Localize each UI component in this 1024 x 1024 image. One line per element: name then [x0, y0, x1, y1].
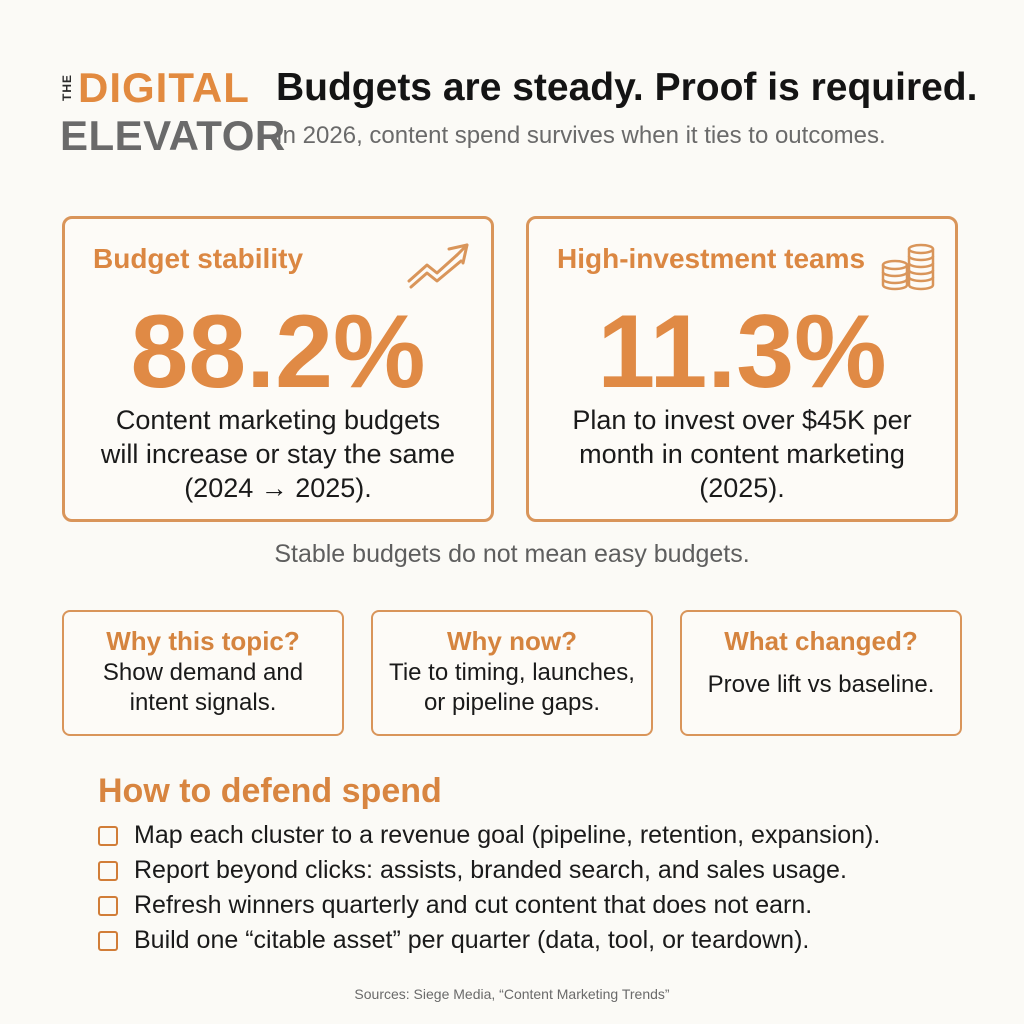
- question-title: Why this topic?: [106, 626, 300, 656]
- logo-elevator-text: ELEVATOR: [60, 112, 286, 159]
- stat-desc-line: Content marketing budgets: [115, 405, 441, 435]
- question-body: Show demand and intent signals.: [64, 658, 342, 718]
- question-title: Why now?: [447, 626, 577, 656]
- checklist-item-text: Refresh winners quarterly and cut conten…: [134, 891, 813, 919]
- checklist-item: Report beyond clicks: assists, branded s…: [98, 853, 978, 888]
- checkbox-icon[interactable]: [98, 825, 118, 846]
- stat-desc-line: (2024 → 2025).: [184, 473, 372, 503]
- stat-value: 11.3%: [597, 294, 887, 410]
- logo-digital-text: DIGITAL: [78, 64, 250, 111]
- checklist-item: Build one “citable asset” per quarter (d…: [98, 923, 978, 958]
- stat-card-high-investment: High-investment teams 11.3% Plan to inve…: [526, 216, 958, 522]
- checkbox-icon[interactable]: [98, 930, 118, 951]
- defend-checklist: Map each cluster to a revenue goal (pipe…: [98, 818, 978, 958]
- question-line: intent signals.: [129, 689, 277, 716]
- question-line: Prove lift vs baseline.: [707, 671, 935, 698]
- checklist-item-text: Report beyond clicks: assists, branded s…: [134, 856, 847, 884]
- question-body: Prove lift vs baseline.: [682, 670, 960, 700]
- question-body: Tie to timing, launches, or pipeline gap…: [373, 658, 651, 718]
- stat-desc-line: Plan to invest over $45K per: [572, 405, 912, 435]
- section-title-defend-spend: How to defend spend: [98, 772, 442, 810]
- question-line: or pipeline gaps.: [423, 689, 601, 716]
- logo-the-text: THE: [60, 74, 74, 102]
- page-subhead: In 2026, content spend survives when it …: [276, 122, 886, 149]
- stat-desc-line: will increase or stay the same: [100, 439, 456, 469]
- checkbox-icon[interactable]: [98, 860, 118, 881]
- stat-description: Plan to invest over $45K per month in co…: [549, 403, 935, 505]
- question-line: Tie to timing, launches,: [389, 659, 635, 686]
- checklist-item: Refresh winners quarterly and cut conten…: [98, 888, 978, 923]
- stat-value: 88.2%: [130, 294, 426, 410]
- question-line: Show demand and: [102, 659, 304, 686]
- coin-stack-icon: [881, 243, 935, 291]
- checklist-item-text: Build one “citable asset” per quarter (d…: [134, 926, 810, 954]
- trend-up-arrow-icon: [407, 243, 469, 289]
- question-title: What changed?: [724, 626, 918, 656]
- stat-desc-line: (2025).: [699, 473, 785, 503]
- question-card-why-topic: Why this topic? Show demand and intent s…: [62, 610, 344, 736]
- stat-title: High-investment teams: [557, 243, 866, 274]
- stat-card-budget-stability: Budget stability 88.2% Content marketing…: [62, 216, 494, 522]
- question-card-what-changed: What changed? Prove lift vs baseline.: [680, 610, 962, 736]
- checklist-item-text: Map each cluster to a revenue goal (pipe…: [134, 821, 881, 849]
- callout-note: Stable budgets do not mean easy budgets.: [274, 540, 750, 568]
- checklist-item: Map each cluster to a revenue goal (pipe…: [98, 818, 978, 853]
- brand-logo: THE DIGITAL ELEVATOR: [60, 64, 285, 164]
- stat-title: Budget stability: [93, 243, 304, 274]
- question-card-why-now: Why now? Tie to timing, launches, or pip…: [371, 610, 653, 736]
- checkbox-icon[interactable]: [98, 895, 118, 916]
- sources-footnote: Sources: Siege Media, “Content Marketing…: [354, 986, 670, 1002]
- stat-description: Content marketing budgets will increase …: [85, 403, 471, 505]
- page-headline: Budgets are steady. Proof is required.: [276, 66, 978, 109]
- stat-desc-line: month in content marketing: [579, 439, 905, 469]
